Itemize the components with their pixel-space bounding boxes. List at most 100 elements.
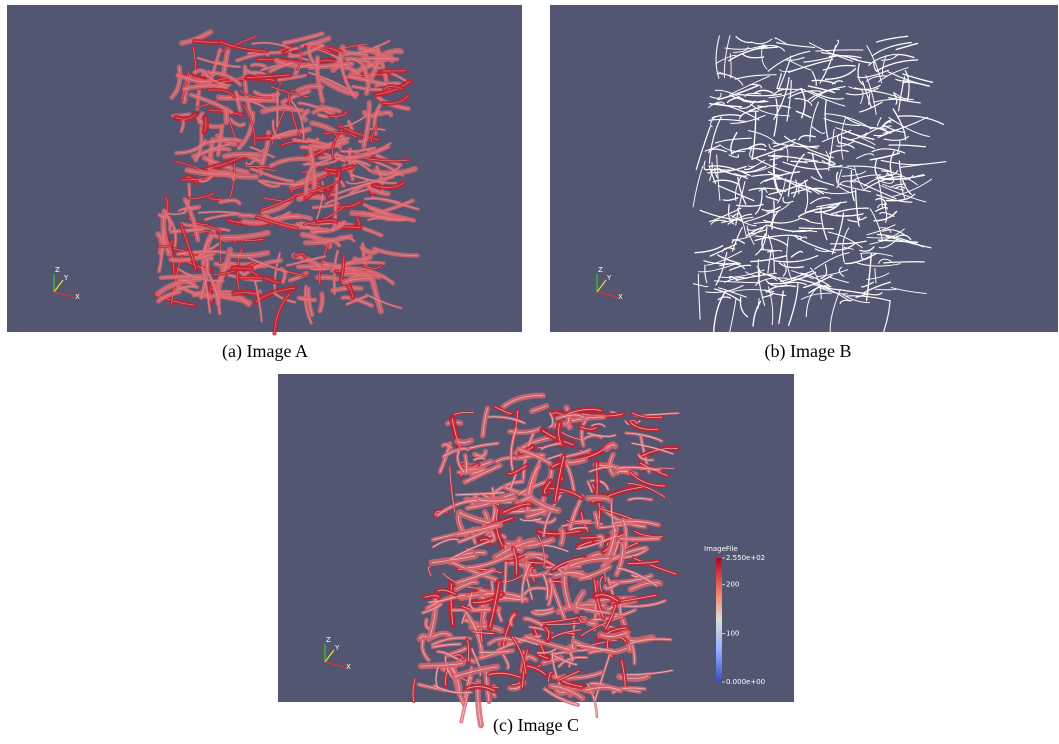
strand-highlight bbox=[319, 154, 338, 159]
strand-highlight bbox=[344, 44, 368, 49]
strand bbox=[835, 127, 876, 146]
strand-highlight bbox=[524, 618, 544, 626]
strand bbox=[794, 98, 813, 107]
strand-highlight bbox=[432, 643, 461, 648]
strand bbox=[709, 165, 751, 177]
strand-highlight bbox=[354, 256, 371, 261]
strand-highlight bbox=[611, 575, 652, 583]
strand-highlight bbox=[437, 589, 456, 595]
strand bbox=[866, 45, 883, 84]
strand-highlight bbox=[457, 440, 471, 444]
strand bbox=[741, 99, 766, 103]
strand bbox=[862, 175, 902, 191]
strand-highlight bbox=[374, 168, 416, 174]
strand-highlight bbox=[454, 666, 498, 678]
strand bbox=[718, 71, 733, 78]
strand bbox=[715, 251, 728, 286]
strand bbox=[878, 258, 892, 265]
strand bbox=[824, 99, 829, 139]
strand-highlight bbox=[278, 75, 306, 81]
strand bbox=[829, 149, 849, 155]
strand bbox=[722, 197, 739, 202]
render-panel: ZY X bbox=[7, 5, 522, 336]
strand-highlight bbox=[618, 467, 660, 471]
strand-highlight bbox=[471, 631, 494, 635]
strand bbox=[703, 260, 739, 265]
strand bbox=[772, 142, 820, 148]
strand bbox=[874, 206, 888, 212]
strand-highlight bbox=[281, 268, 286, 283]
strand-highlight bbox=[537, 534, 545, 568]
strand-highlight bbox=[450, 583, 454, 625]
strand bbox=[769, 158, 779, 161]
strand bbox=[827, 203, 839, 208]
strand bbox=[742, 163, 778, 173]
strand bbox=[850, 57, 871, 64]
strand-highlight bbox=[303, 111, 308, 120]
strand bbox=[866, 224, 896, 236]
strand bbox=[847, 219, 858, 223]
strand-highlight bbox=[619, 596, 625, 616]
strand bbox=[804, 160, 836, 166]
strand-highlight bbox=[578, 617, 588, 623]
strand-highlight bbox=[293, 181, 338, 196]
strand-highlight bbox=[551, 629, 582, 639]
strand bbox=[751, 143, 795, 160]
strand bbox=[716, 154, 721, 201]
strand bbox=[732, 46, 749, 53]
strand bbox=[750, 255, 787, 263]
strand bbox=[729, 298, 737, 333]
strand-highlight bbox=[638, 454, 654, 461]
strand bbox=[764, 289, 787, 297]
strand-highlight bbox=[317, 220, 337, 223]
strand-highlight bbox=[469, 593, 474, 610]
triad-x bbox=[324, 661, 346, 668]
colorbar-tick-label: 200 bbox=[726, 581, 739, 589]
strand-highlight bbox=[272, 120, 281, 139]
strand-highlight bbox=[590, 480, 609, 490]
strand bbox=[801, 88, 846, 107]
strand bbox=[712, 179, 740, 185]
strand-highlight bbox=[386, 50, 402, 54]
strand-highlight bbox=[380, 112, 392, 116]
strand bbox=[778, 262, 804, 269]
strand-highlight bbox=[448, 541, 490, 561]
strand bbox=[848, 86, 860, 90]
strand bbox=[836, 180, 856, 189]
triad-x bbox=[53, 291, 75, 298]
strand-highlight bbox=[457, 450, 465, 473]
strand-highlight bbox=[252, 42, 290, 48]
strand-highlight bbox=[350, 174, 397, 184]
strand bbox=[730, 131, 738, 154]
strand bbox=[738, 110, 759, 120]
strand bbox=[887, 170, 899, 176]
strand bbox=[709, 92, 722, 99]
strand bbox=[692, 165, 704, 208]
strand-highlight bbox=[503, 503, 531, 513]
strand-highlight bbox=[329, 111, 348, 117]
strand-highlight bbox=[552, 557, 584, 571]
strand-highlight bbox=[625, 432, 663, 442]
strand bbox=[894, 93, 908, 100]
strand-highlight bbox=[496, 457, 517, 462]
strand-highlight bbox=[471, 609, 500, 611]
strand-highlight bbox=[466, 639, 470, 662]
strand bbox=[800, 272, 830, 286]
strand-highlight bbox=[366, 294, 402, 309]
strand-highlight bbox=[478, 497, 516, 502]
triad-label: Y bbox=[606, 274, 612, 282]
strand bbox=[902, 73, 934, 83]
triad-label: X bbox=[346, 663, 351, 671]
strand-highlight bbox=[181, 121, 184, 132]
strand bbox=[730, 215, 757, 227]
strand bbox=[804, 179, 809, 212]
strand bbox=[809, 267, 822, 300]
strand bbox=[761, 233, 767, 250]
strand bbox=[748, 104, 792, 112]
caption: (a) Image A bbox=[222, 341, 308, 362]
strand bbox=[882, 121, 892, 127]
strand-highlight bbox=[270, 158, 312, 166]
strand-highlight bbox=[187, 169, 231, 175]
strand bbox=[803, 55, 838, 63]
strand-highlight bbox=[581, 419, 587, 446]
